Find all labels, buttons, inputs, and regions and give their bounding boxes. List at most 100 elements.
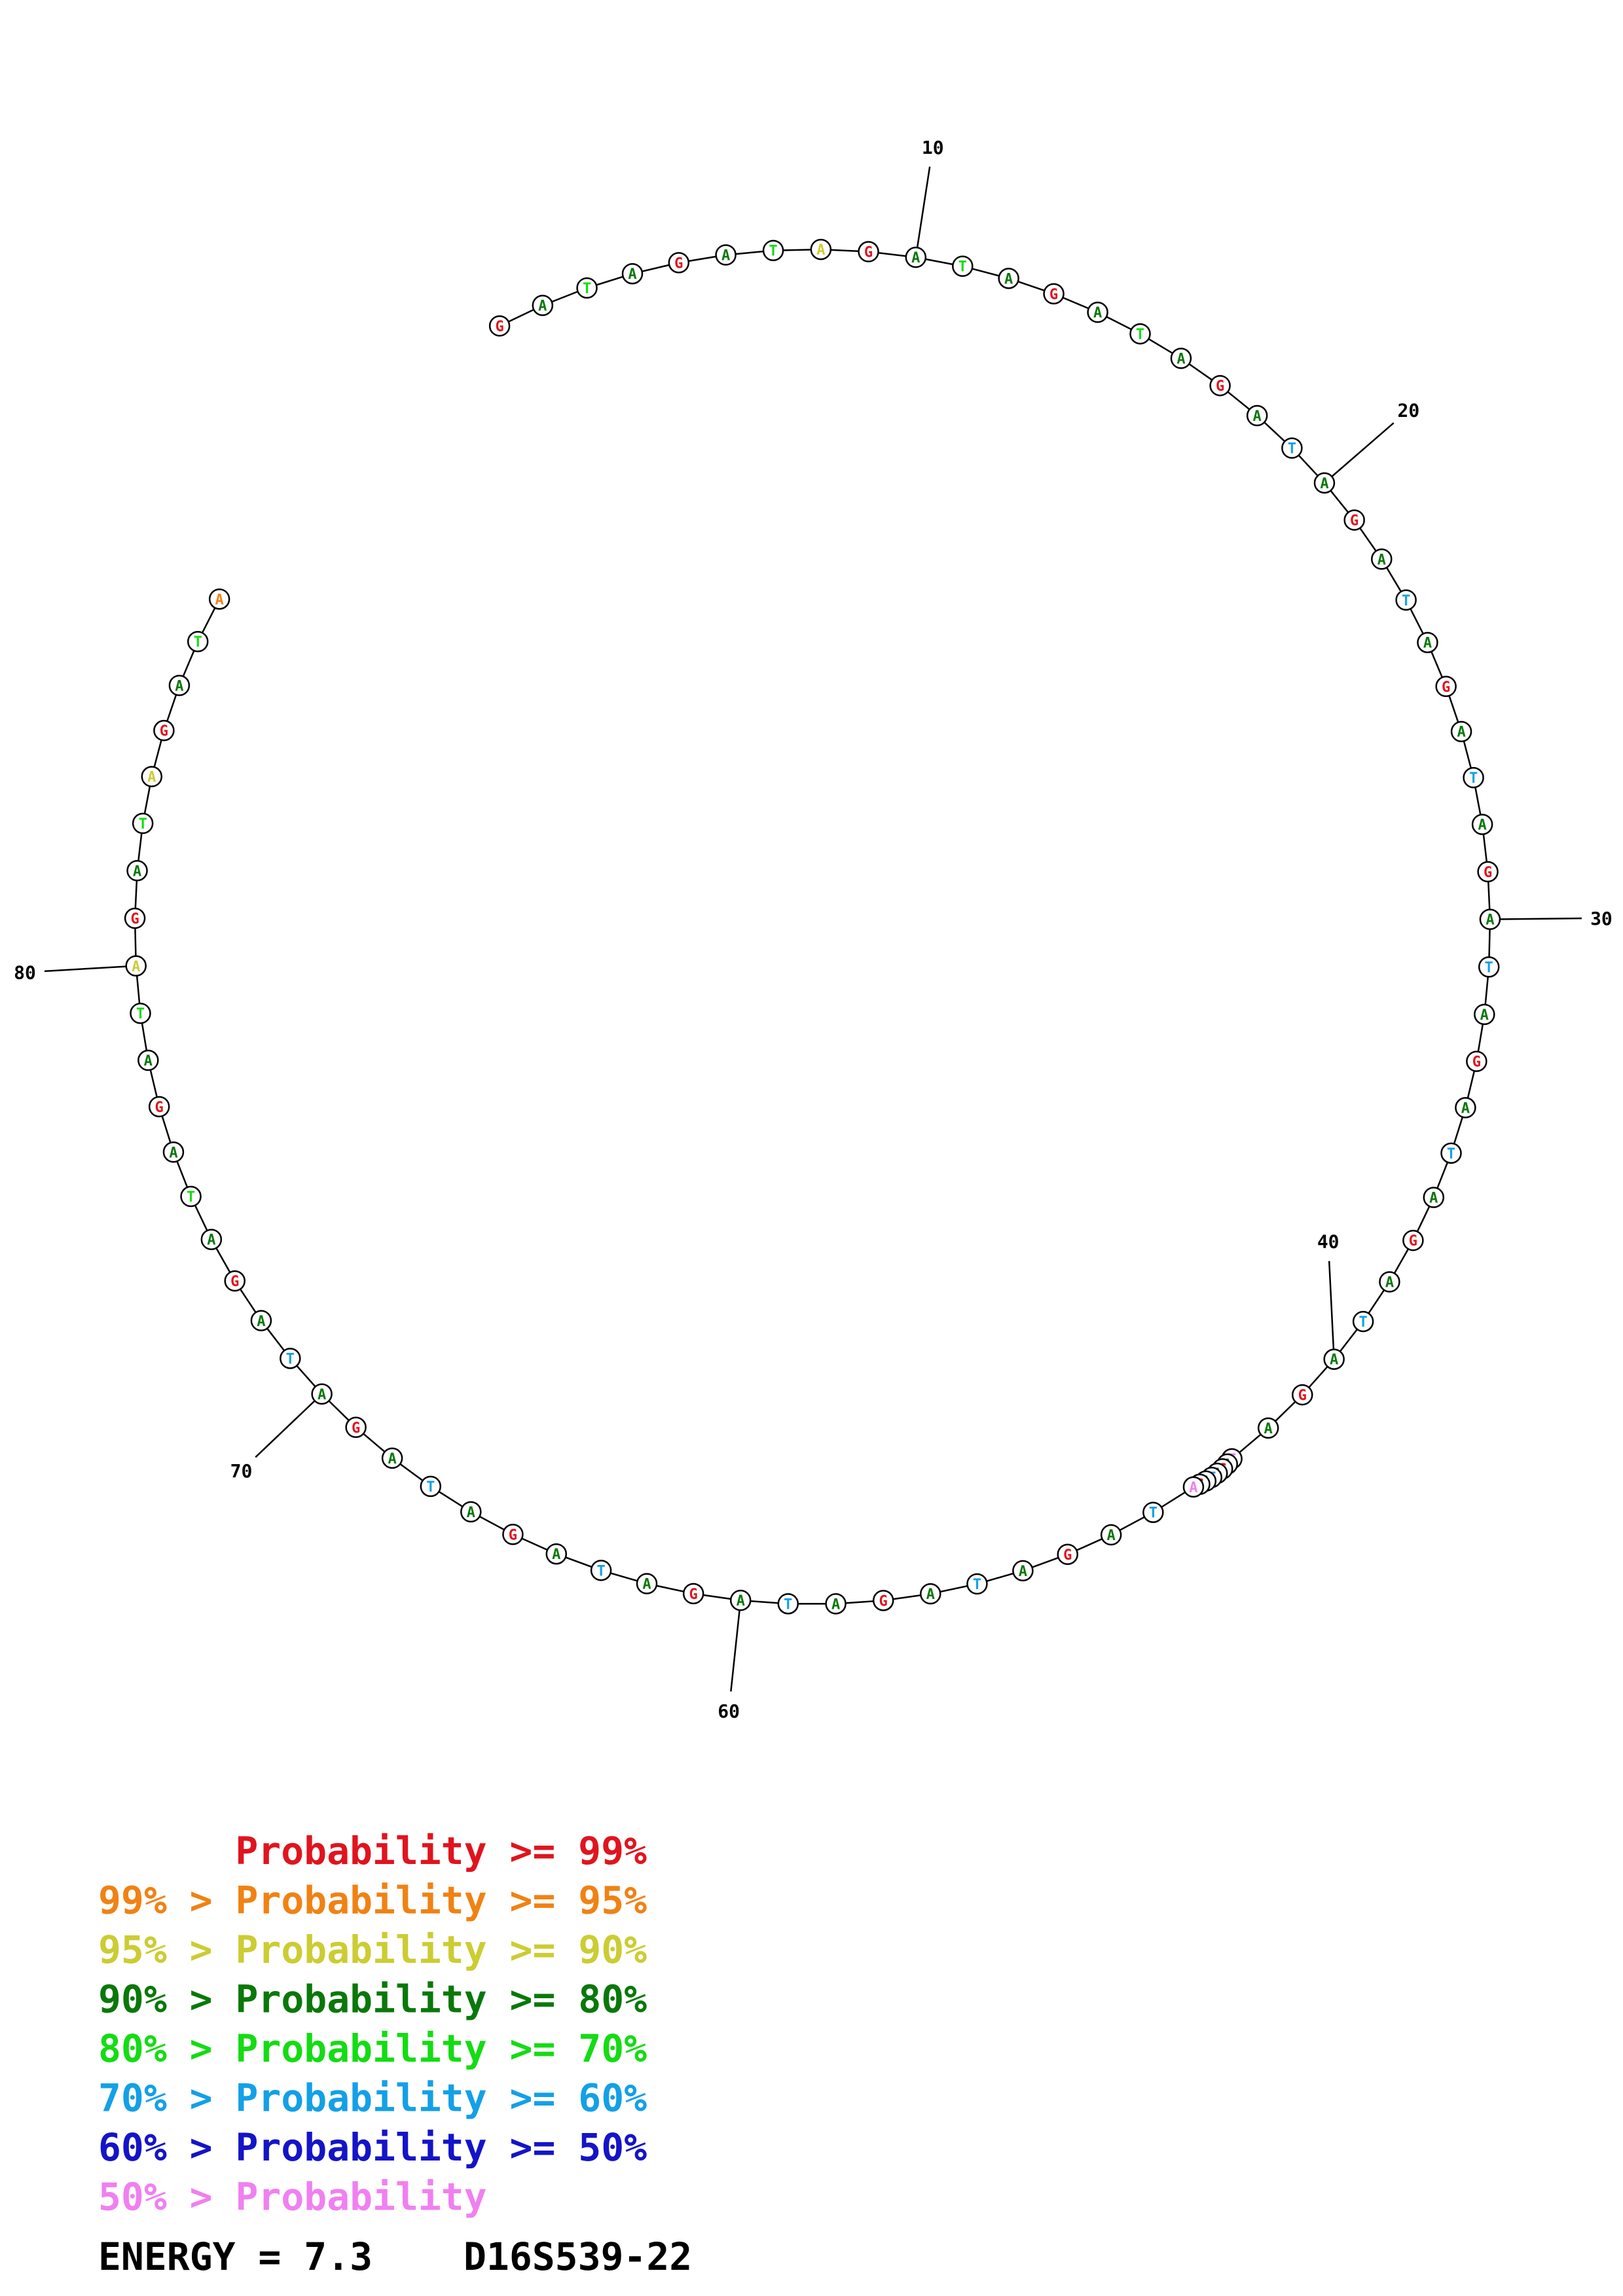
- nucleotide-8: A: [810, 238, 832, 260]
- nucleotide-circle: [1395, 589, 1417, 611]
- nucleotide-circle: [1246, 404, 1268, 427]
- nucleotide-58: A: [825, 1593, 847, 1615]
- nucleotide-15: T: [1129, 323, 1151, 345]
- legend-text: 95% > Probability >= 90%: [98, 1928, 647, 1972]
- nucleotide-circle: [168, 675, 191, 696]
- nucleotide-18: A: [1246, 404, 1268, 427]
- nucleotide-letter: G: [352, 1420, 360, 1437]
- legend-prefix: 99% >: [98, 1878, 236, 1923]
- nucleotide-80: A: [125, 955, 147, 977]
- legend-row: 80% > Probability >= 70%: [98, 2026, 647, 2071]
- nucleotide-letter: T: [769, 243, 777, 260]
- nucleotide-circle: [1292, 1384, 1313, 1406]
- nucleotide-circle: [1343, 509, 1365, 531]
- nucleotide-26: A: [1450, 721, 1472, 742]
- nucleotide-circle: [729, 1589, 752, 1611]
- tick-label-70: 70: [230, 1460, 253, 1482]
- tick-line: [1489, 917, 1582, 920]
- nucleotide-84: A: [141, 766, 163, 787]
- nucleotide-83: T: [132, 812, 154, 834]
- nucleotide-letter: A: [1093, 305, 1102, 321]
- nucleotide-letter: T: [187, 1189, 195, 1206]
- nucleotide-76: A: [162, 1141, 185, 1163]
- nucleotide-69: G: [345, 1416, 367, 1439]
- nucleotide-74: A: [200, 1229, 223, 1250]
- nucleotide-letter: A: [147, 770, 156, 786]
- legend-text: 70% > Probability >= 60%: [98, 2076, 647, 2121]
- nucleotide-68: A: [381, 1447, 403, 1469]
- nucleotide-21: G: [1343, 509, 1365, 531]
- nucleotide-75: T: [180, 1185, 202, 1208]
- nucleotide-letter: A: [628, 266, 636, 283]
- tick-line: [915, 166, 931, 258]
- nucleotide-circle: [952, 255, 974, 277]
- legend-prefix: 60% >: [98, 2125, 236, 2170]
- nucleotide-38: A: [1379, 1271, 1400, 1293]
- nucleotide-circle: [590, 1560, 612, 1581]
- nucleotide-letter: T: [973, 1577, 981, 1593]
- nucleotide-circle: [381, 1447, 403, 1469]
- nucleotide-letter: T: [1447, 1146, 1455, 1162]
- nucleotide-letter: A: [1377, 552, 1386, 568]
- nucleotide-circle: [1474, 1003, 1495, 1026]
- nucleotide-81: G: [124, 907, 146, 929]
- nucleotide-52: A: [1100, 1524, 1122, 1546]
- nucleotide-letter: T: [958, 259, 967, 276]
- tick-label-10: 10: [922, 137, 944, 158]
- nucleotide-82: A: [126, 860, 148, 882]
- nucleotide-circle: [1057, 1543, 1078, 1566]
- legend-text: 90% > Probability >= 80%: [98, 1977, 647, 2022]
- nucleotide-62: A: [636, 1573, 658, 1594]
- nucleotide-letter: T: [1149, 1505, 1158, 1522]
- nucleotide-letter: T: [1469, 770, 1478, 787]
- nucleotide-letter: A: [207, 1232, 215, 1249]
- nucleotide-39: T: [1352, 1310, 1374, 1333]
- nucleotide-letter: A: [1320, 476, 1328, 492]
- legend-prefix: 70% >: [98, 2076, 236, 2121]
- nucleotide-54: A: [1012, 1560, 1034, 1582]
- nucleotide-letter: A: [538, 298, 547, 315]
- nucleotide-letter: A: [1478, 817, 1486, 834]
- nucleotide-letter: A: [318, 1387, 326, 1403]
- nucleotide-30: A: [1479, 908, 1501, 930]
- legend-label: Probability >= 60%: [236, 2076, 647, 2121]
- nucleotide-circle: [762, 240, 784, 261]
- nucleotide-letter: A: [132, 959, 140, 975]
- legend-row: 95% > Probability >= 90%: [98, 1928, 647, 1972]
- nucleotide-letter: G: [1409, 1233, 1417, 1249]
- nucleotide-circle: [420, 1475, 442, 1498]
- nucleotide-letter: A: [1176, 351, 1185, 367]
- nucleotide-circle: [1182, 1476, 1205, 1498]
- nucleotide-letter: A: [144, 1053, 153, 1069]
- nucleotide-34: A: [1455, 1097, 1476, 1119]
- legend-row: 90% > Probability >= 80%: [98, 1977, 647, 2022]
- nucleotide-7: T: [762, 240, 784, 261]
- nucleotide-14: A: [1087, 301, 1108, 323]
- nucleotide-circle: [825, 1593, 847, 1615]
- nucleotide-25: G: [1435, 675, 1457, 698]
- legend-text: Probability >= 99%: [235, 1829, 647, 1873]
- nucleotide-1: G: [488, 315, 511, 337]
- nucleotide-letter: T: [1402, 593, 1410, 609]
- nucleotide-circle: [126, 860, 148, 882]
- nucleotide-57: G: [872, 1590, 894, 1611]
- nucleotide-circle: [200, 1229, 223, 1250]
- nucleotide-letter: G: [864, 245, 873, 261]
- nucleotide-66: A: [460, 1501, 482, 1523]
- nucleotide-letter: G: [130, 911, 139, 927]
- nucleotide-65: G: [502, 1524, 524, 1545]
- legend-label: Probability >= 90%: [236, 1928, 647, 1972]
- nucleotide-6: A: [715, 244, 737, 266]
- legend-text: 80% > Probability >= 70%: [98, 2026, 647, 2071]
- nucleotide-letter: A: [1107, 1528, 1116, 1544]
- probability-legend: Probability >= 99% 99% > Probability >= 9…: [98, 1829, 647, 2219]
- nucleotide-letter: T: [1359, 1314, 1368, 1331]
- nucleotide-letter: A: [169, 1145, 177, 1161]
- nucleotide-letter: A: [1486, 912, 1494, 929]
- nucleotide-letter: T: [1288, 441, 1296, 457]
- nucleotide-letter: G: [1442, 679, 1450, 696]
- tick-label-40: 40: [1317, 1231, 1340, 1253]
- nucleotide-letter: A: [737, 1593, 745, 1609]
- nucleotide-circle: [1142, 1501, 1164, 1523]
- nucleotide-letter: A: [1423, 636, 1432, 652]
